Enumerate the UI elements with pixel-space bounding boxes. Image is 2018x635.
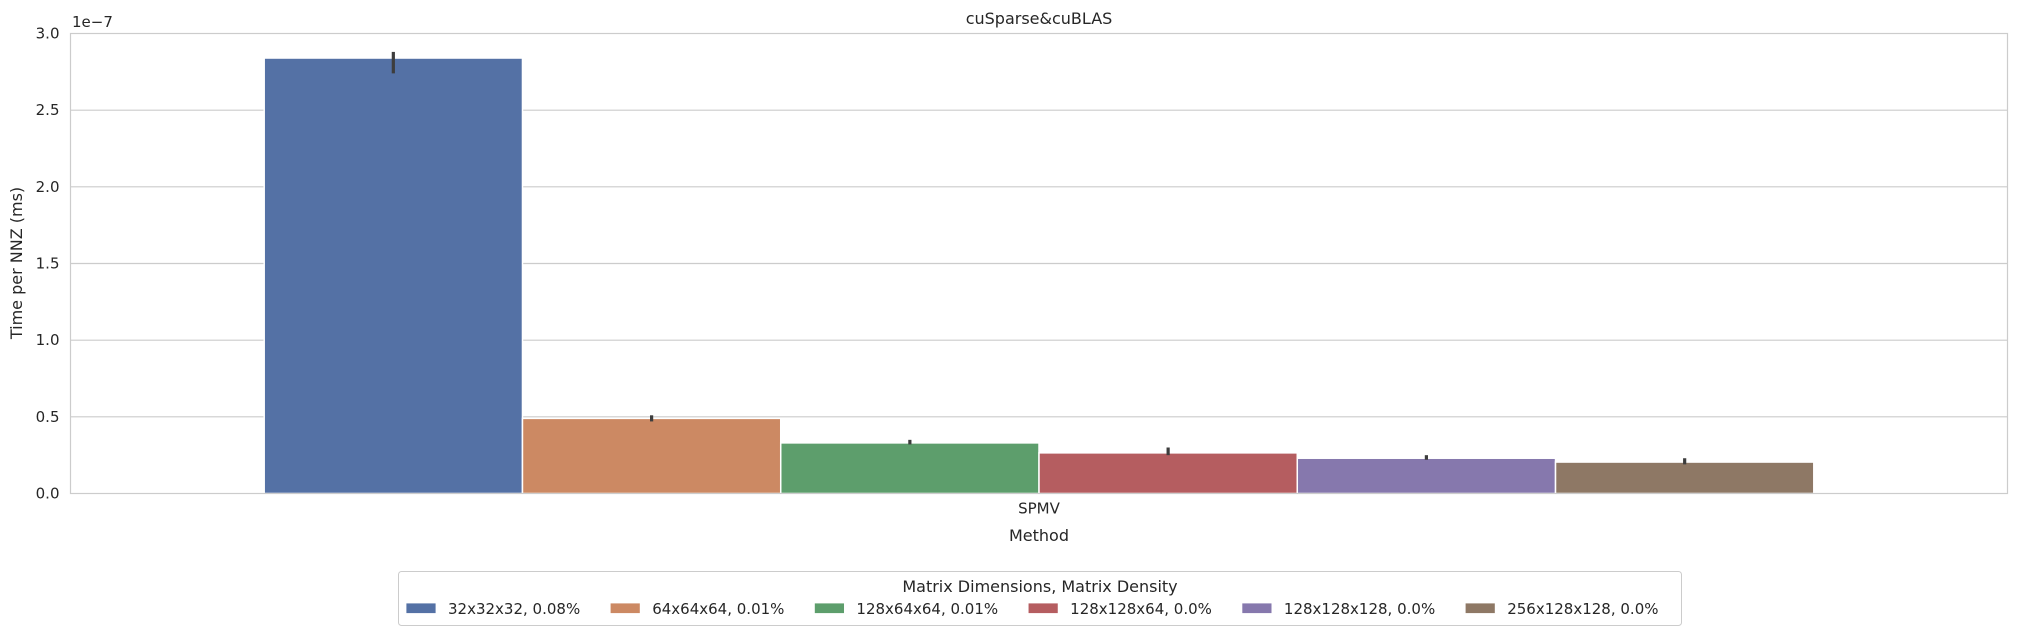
x-axis-label: Method bbox=[1009, 526, 1069, 545]
bar-3 bbox=[779, 442, 1040, 495]
y-offset-label: 1e−7 bbox=[72, 13, 113, 31]
legend-swatch-6 bbox=[1464, 602, 1496, 614]
legend-swatch-4 bbox=[1027, 602, 1059, 614]
chart-title: cuSparse&cuBLAS bbox=[966, 9, 1113, 28]
legend-swatch-5 bbox=[1241, 602, 1273, 614]
legend: Matrix Dimensions, Matrix Density 32x32x… bbox=[398, 571, 1682, 626]
bar-1 bbox=[263, 57, 524, 495]
legend-title: Matrix Dimensions, Matrix Density bbox=[902, 577, 1177, 596]
y-tick-labels: 0.0 0.5 1.0 1.5 2.0 2.5 3.0 bbox=[36, 25, 60, 503]
x-tick-label: SPMV bbox=[1018, 500, 1061, 518]
y-tick-label: 2.5 bbox=[36, 101, 60, 119]
legend-label-2: 64x64x64, 0.01% bbox=[652, 600, 784, 618]
bar-2 bbox=[521, 417, 782, 495]
legend-box bbox=[398, 571, 1682, 626]
legend-label-1: 32x32x32, 0.08% bbox=[448, 600, 580, 618]
legend-label-4: 128x128x64, 0.0% bbox=[1070, 600, 1212, 618]
y-tick-label: 0.0 bbox=[36, 485, 60, 503]
y-tick-label: 1.5 bbox=[36, 255, 60, 273]
legend-swatch-1 bbox=[405, 602, 437, 614]
bar-6 bbox=[1554, 461, 1815, 495]
y-tick-label: 1.0 bbox=[36, 331, 60, 349]
legend-swatch-2 bbox=[609, 602, 641, 614]
legend-label-5: 128x128x128, 0.0% bbox=[1284, 600, 1435, 618]
bar-4 bbox=[1038, 452, 1299, 495]
y-tick-label: 0.5 bbox=[36, 408, 60, 426]
bar-5 bbox=[1296, 457, 1557, 495]
x-tick-labels: SPMV bbox=[1018, 500, 1061, 518]
legend-label-3: 128x64x64, 0.01% bbox=[856, 600, 998, 618]
legend-items: 32x32x32, 0.08% 64x64x64, 0.01% 128x64x64,… bbox=[405, 600, 1659, 618]
y-axis-label: Time per NNZ (ms) bbox=[7, 187, 26, 340]
plot-frame bbox=[69, 32, 2009, 495]
error-bars bbox=[391, 51, 1687, 465]
y-tick-label: 3.0 bbox=[36, 25, 60, 43]
legend-swatch-3 bbox=[814, 602, 845, 614]
y-tick-label: 2.0 bbox=[36, 178, 60, 196]
legend-label-6: 256x128x128, 0.0% bbox=[1507, 600, 1658, 618]
bars bbox=[263, 57, 1815, 495]
